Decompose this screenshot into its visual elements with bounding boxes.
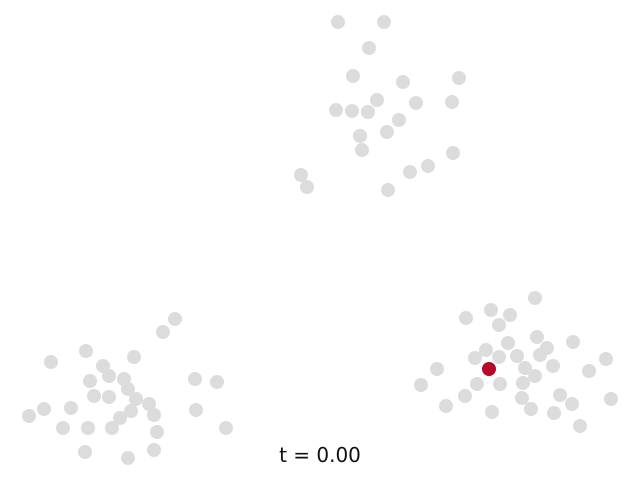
scatter-point <box>493 377 507 391</box>
scatter-point <box>113 411 127 425</box>
scatter-point <box>515 391 529 405</box>
scatter-point <box>403 165 417 179</box>
scatter-point <box>355 143 369 157</box>
scatter-point <box>439 399 453 413</box>
scatter-point <box>121 382 135 396</box>
scatter-point <box>150 425 164 439</box>
scatter-point <box>168 312 182 326</box>
scatter-point <box>446 146 460 160</box>
scatter-point <box>362 41 376 55</box>
scatter-point <box>188 372 202 386</box>
scatter-point <box>421 159 435 173</box>
scatter-point <box>78 445 92 459</box>
scatter-point <box>79 344 93 358</box>
scatter-point <box>210 375 224 389</box>
scatter-point <box>124 404 138 418</box>
scatter-point <box>294 168 308 182</box>
scatter-point <box>105 421 119 435</box>
scatter-point <box>492 318 506 332</box>
points-layer <box>22 15 618 465</box>
scatter-point <box>346 69 360 83</box>
time-annotation: t = 0.00 <box>279 443 361 467</box>
scatter-point <box>492 350 506 364</box>
scatter-point <box>546 359 560 373</box>
scatter-point <box>547 406 561 420</box>
scatter-point <box>479 343 493 357</box>
scatter-point <box>485 405 499 419</box>
scatter-point <box>381 183 395 197</box>
scatter-point <box>189 403 203 417</box>
scatter-point <box>83 374 97 388</box>
highlighted-point <box>482 362 496 376</box>
scatter-point <box>599 352 613 366</box>
scatter-point <box>329 103 343 117</box>
scatter-point <box>414 378 428 392</box>
scatter-point <box>361 105 375 119</box>
scatter-point <box>219 421 233 435</box>
scatter-point <box>470 377 484 391</box>
scatter-point <box>121 451 135 465</box>
scatter-point <box>604 392 618 406</box>
scatter-point <box>516 376 530 390</box>
scatter-point <box>127 350 141 364</box>
scatter-point <box>22 409 36 423</box>
scatter-point <box>528 369 542 383</box>
scatter-point <box>392 113 406 127</box>
scatter-point <box>156 325 170 339</box>
scatter-point <box>501 336 515 350</box>
scatter-point <box>102 390 116 404</box>
scatter-point <box>484 303 498 317</box>
scatter-point <box>377 15 391 29</box>
scatter-point <box>530 330 544 344</box>
scatter-point <box>528 291 542 305</box>
scatter-point <box>518 361 532 375</box>
scatter-point <box>553 388 567 402</box>
scatter-point <box>459 311 473 325</box>
scatter-point <box>44 355 58 369</box>
scatter-point <box>370 93 384 107</box>
scatter-point <box>87 389 101 403</box>
scatter-point <box>566 335 580 349</box>
scatter-point <box>524 402 538 416</box>
scatter-point <box>458 389 472 403</box>
scatter-point <box>64 401 78 415</box>
scatter-point <box>503 308 517 322</box>
scatter-point <box>409 96 423 110</box>
scatter-point <box>582 364 596 378</box>
scatter-point <box>56 421 70 435</box>
scatter-point <box>380 125 394 139</box>
scatter-point <box>102 369 116 383</box>
scatter-point <box>445 95 459 109</box>
scatter-point <box>81 421 95 435</box>
scatter-point <box>565 397 579 411</box>
scatter-point <box>533 348 547 362</box>
scatter-point <box>37 402 51 416</box>
scatter-point <box>345 104 359 118</box>
scatter-point <box>396 75 410 89</box>
scatter-point <box>142 397 156 411</box>
scatter-point <box>573 419 587 433</box>
scatter-point <box>129 392 143 406</box>
scatter-point <box>430 362 444 376</box>
scatter-point <box>510 349 524 363</box>
scatter-point <box>452 71 466 85</box>
scatter-point <box>353 129 367 143</box>
scatter-point <box>147 443 161 457</box>
scatter-point <box>331 15 345 29</box>
scatter-point <box>147 408 161 422</box>
scatter-point <box>300 180 314 194</box>
scatter-point <box>468 351 482 365</box>
